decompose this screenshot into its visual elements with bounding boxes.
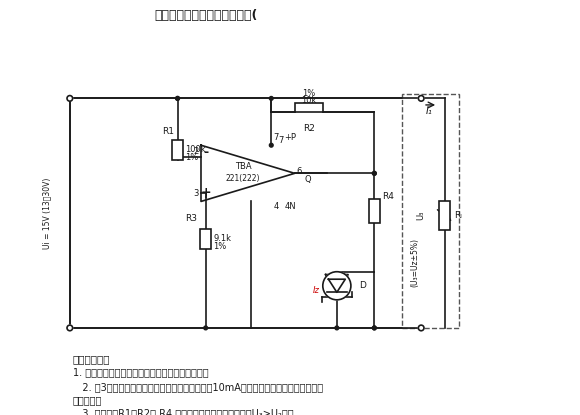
Text: 2: 2 xyxy=(194,147,199,156)
Text: 9.1k: 9.1k xyxy=(213,234,231,244)
Text: 产生影响；: 产生影响； xyxy=(72,395,102,405)
Circle shape xyxy=(372,326,376,330)
Bar xyxy=(403,94,459,328)
Text: Q: Q xyxy=(304,176,311,184)
Bar xyxy=(172,139,183,160)
Circle shape xyxy=(372,326,376,330)
Text: 6: 6 xyxy=(297,167,302,176)
Text: R1: R1 xyxy=(162,127,174,136)
Circle shape xyxy=(372,171,376,175)
Circle shape xyxy=(67,95,72,101)
Text: 4N: 4N xyxy=(284,202,296,211)
Text: 该电路特点：: 该电路特点： xyxy=(72,354,110,364)
Text: 221(222): 221(222) xyxy=(226,173,260,183)
Text: -: - xyxy=(203,146,208,159)
Text: 10k: 10k xyxy=(301,96,317,105)
Text: U₃: U₃ xyxy=(416,211,426,220)
Circle shape xyxy=(418,95,424,101)
Text: 采用运算放大器的基准电压源(: 采用运算放大器的基准电压源( xyxy=(154,10,258,22)
Text: 1%: 1% xyxy=(213,242,226,251)
Bar xyxy=(369,199,380,222)
Text: R2: R2 xyxy=(303,124,315,133)
Text: R4: R4 xyxy=(382,192,394,201)
Circle shape xyxy=(176,97,179,100)
Text: Iz: Iz xyxy=(313,286,320,295)
Text: 7: 7 xyxy=(279,136,284,145)
Text: 3: 3 xyxy=(194,188,199,198)
Circle shape xyxy=(418,325,424,331)
Text: 1%: 1% xyxy=(302,89,316,98)
Text: (U₃=Uz±5%): (U₃=Uz±5%) xyxy=(410,238,419,287)
Text: +: + xyxy=(200,186,211,198)
Bar xyxy=(439,201,450,229)
Circle shape xyxy=(269,143,273,147)
Text: Ui = 15V (13～30V): Ui = 15V (13～30V) xyxy=(42,178,51,249)
Circle shape xyxy=(204,326,208,330)
Circle shape xyxy=(176,97,179,100)
Text: I₁: I₁ xyxy=(425,105,432,115)
Circle shape xyxy=(269,97,273,100)
Text: R3: R3 xyxy=(186,214,198,223)
Text: 3. 适当选择R1、R2和 R4 可使输出电压有较大的范围（U₃>U₂）。: 3. 适当选择R1、R2和 R4 可使输出电压有较大的范围（U₃>U₂）。 xyxy=(72,408,293,415)
Text: +P: +P xyxy=(284,133,296,142)
Text: 1. 运算放大器不会产生漂移，稳压管有温度补偿；: 1. 运算放大器不会产生漂移，稳压管有温度补偿； xyxy=(72,367,208,377)
Bar xyxy=(200,229,211,249)
Text: TBA: TBA xyxy=(235,162,252,171)
Text: 7: 7 xyxy=(273,133,278,142)
Circle shape xyxy=(323,272,351,300)
Circle shape xyxy=(335,326,339,330)
Circle shape xyxy=(67,325,72,331)
Text: 2. 脚3的输出电压很小，因此，输出电流不小于10mA，它不会对稳压性能和漂移特性: 2. 脚3的输出电压很小，因此，输出电流不小于10mA，它不会对稳压性能和漂移特… xyxy=(72,382,322,392)
Text: 4: 4 xyxy=(273,202,278,211)
Text: 100k: 100k xyxy=(185,145,206,154)
Bar xyxy=(295,103,323,112)
Text: 1%: 1% xyxy=(185,153,198,162)
Text: Rₗ: Rₗ xyxy=(454,211,462,220)
Text: D: D xyxy=(360,281,366,290)
Circle shape xyxy=(372,171,376,175)
